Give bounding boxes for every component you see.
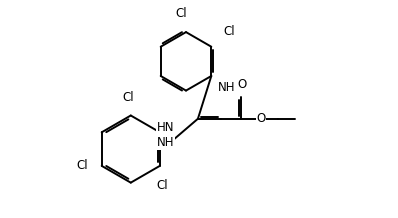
Text: Cl: Cl bbox=[156, 179, 168, 192]
Text: Cl: Cl bbox=[123, 91, 135, 104]
Text: NH: NH bbox=[218, 81, 235, 94]
Text: Cl: Cl bbox=[176, 7, 187, 20]
Text: NH: NH bbox=[157, 136, 174, 149]
Text: Cl: Cl bbox=[223, 25, 235, 38]
Text: Cl: Cl bbox=[76, 159, 88, 172]
Text: O: O bbox=[256, 112, 265, 125]
Text: O: O bbox=[238, 78, 247, 91]
Text: HN: HN bbox=[157, 121, 174, 134]
